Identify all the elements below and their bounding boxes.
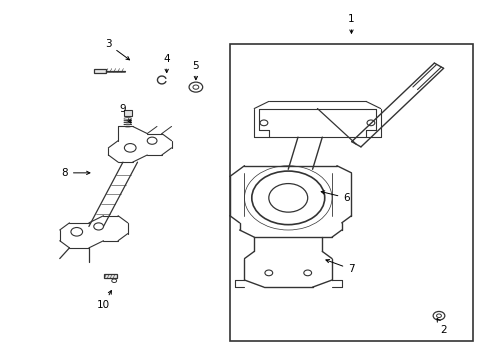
Bar [229,44,472,341]
Text: 6: 6 [321,191,349,203]
Text: 8: 8 [61,168,90,178]
Text: 7: 7 [325,260,354,274]
Text: 10: 10 [97,291,111,310]
Text: 4: 4 [163,54,170,73]
Text: 5: 5 [192,61,199,80]
Text: 3: 3 [105,39,129,60]
Text: 9: 9 [120,104,131,123]
Text: 2: 2 [436,319,446,335]
Bar [123,110,131,116]
Bar [94,68,106,73]
Bar [104,274,116,278]
Text: 1: 1 [347,14,354,33]
